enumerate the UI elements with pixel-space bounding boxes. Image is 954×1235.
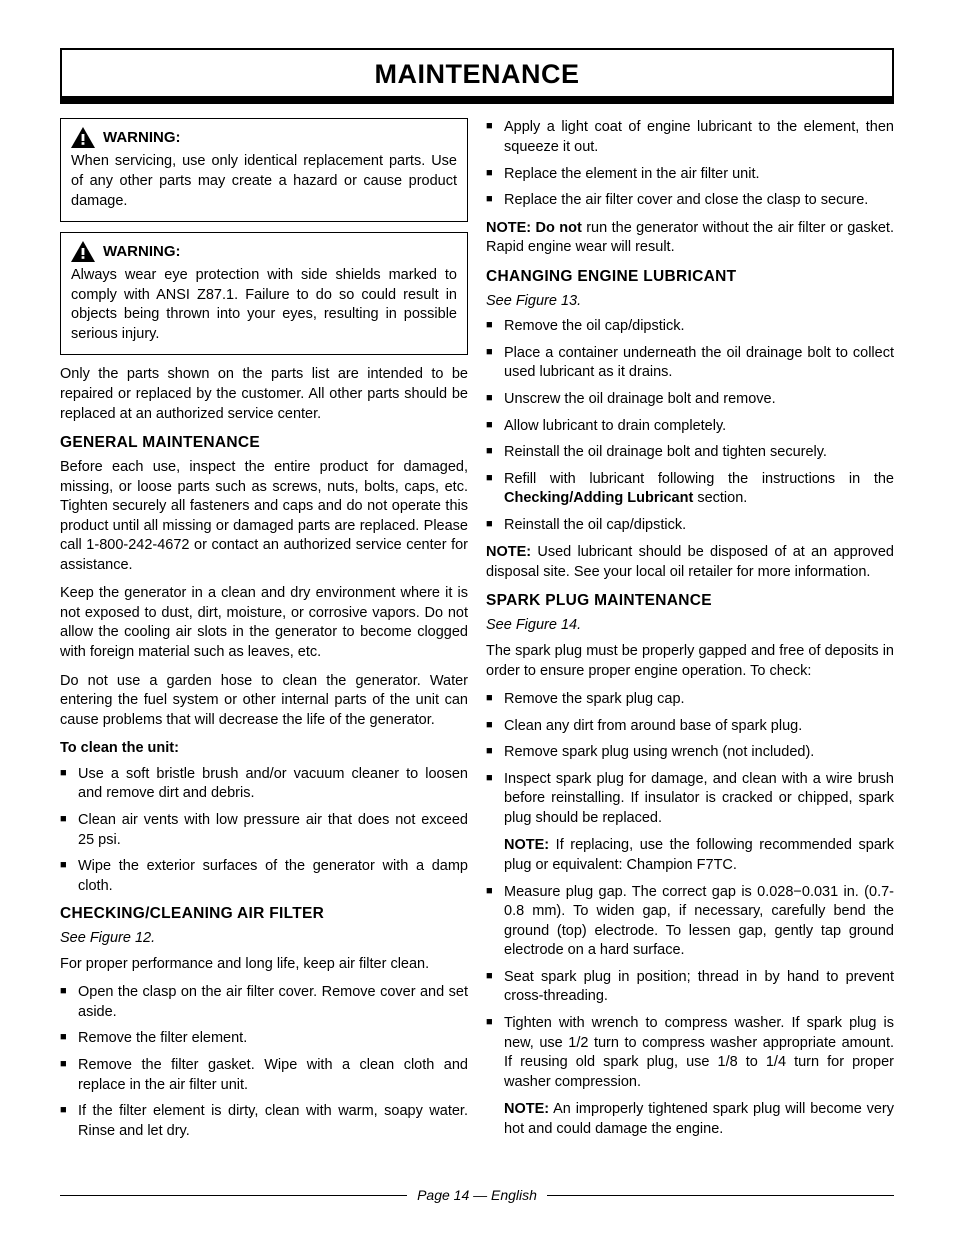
figure-reference: See Figure 12. bbox=[60, 929, 468, 949]
warning-icon bbox=[71, 127, 95, 148]
list-item: Unscrew the oil drainage bolt and remove… bbox=[486, 390, 894, 410]
spark-plug-list-2: Measure plug gap. The correct gap is 0.0… bbox=[486, 883, 894, 1093]
list-item: Remove the filter element. bbox=[60, 1029, 468, 1049]
warning-icon bbox=[71, 241, 95, 262]
list-item: Measure plug gap. The correct gap is 0.0… bbox=[486, 883, 894, 961]
list-item: Open the clasp on the air filter cover. … bbox=[60, 983, 468, 1022]
gm-paragraph-3: Do not use a garden hose to clean the ge… bbox=[60, 672, 468, 731]
list-text: section. bbox=[693, 490, 747, 506]
footer-line bbox=[547, 1195, 894, 1196]
right-column: Apply a light coat of engine lubricant t… bbox=[486, 118, 894, 1149]
list-text-bold: Checking/Adding Lubricant bbox=[504, 490, 693, 506]
gm-paragraph-2: Keep the generator in a clean and dry en… bbox=[60, 584, 468, 662]
page-title-box: MAINTENANCE bbox=[60, 48, 894, 104]
list-item: Reinstall the oil drainage bolt and tigh… bbox=[486, 443, 894, 463]
warning-text: Always wear eye protection with side shi… bbox=[71, 266, 457, 344]
air-filter-heading: CHECKING/CLEANING AIR FILTER bbox=[60, 904, 468, 925]
clean-unit-list: Use a soft bristle brush and/or vacuum c… bbox=[60, 765, 468, 896]
list-item: Reinstall the oil cap/dipstick. bbox=[486, 516, 894, 536]
list-item: Remove the spark plug cap. bbox=[486, 690, 894, 710]
note-text: Used lubricant should be disposed of at … bbox=[486, 544, 894, 580]
warning-header: WARNING: bbox=[71, 241, 457, 262]
list-item: Clean air vents with low pressure air th… bbox=[60, 811, 468, 850]
list-item: Allow lubricant to drain completely. bbox=[486, 417, 894, 437]
list-item: Remove the filter gasket. Wipe with a cl… bbox=[60, 1056, 468, 1095]
note-label: NOTE: bbox=[504, 1101, 549, 1117]
warning-box-1: WARNING: When servicing, use only identi… bbox=[60, 118, 468, 222]
intro-text: Only the parts shown on the parts list a… bbox=[60, 365, 468, 424]
figure-reference: See Figure 13. bbox=[486, 292, 894, 312]
list-item: Clean any dirt from around base of spark… bbox=[486, 717, 894, 737]
changing-lubricant-heading: CHANGING ENGINE LUBRICANT bbox=[486, 267, 894, 288]
list-item: Tighten with wrench to compress washer. … bbox=[486, 1014, 894, 1092]
spark-plug-note-1: NOTE: If replacing, use the following re… bbox=[486, 836, 894, 875]
air-filter-intro: For proper performance and long life, ke… bbox=[60, 955, 468, 975]
note-text: An improperly tightened spark plug will … bbox=[504, 1101, 894, 1137]
list-item: Inspect spark plug for damage, and clean… bbox=[486, 770, 894, 829]
warning-label: WARNING: bbox=[103, 242, 181, 262]
list-item: Place a container underneath the oil dra… bbox=[486, 344, 894, 383]
content-columns: WARNING: When servicing, use only identi… bbox=[60, 118, 894, 1149]
air-filter-note: NOTE: Do not run the generator without t… bbox=[486, 219, 894, 258]
clean-unit-label: To clean the unit: bbox=[60, 739, 468, 759]
spark-plug-heading: SPARK PLUG MAINTENANCE bbox=[486, 591, 894, 612]
left-column: WARNING: When servicing, use only identi… bbox=[60, 118, 468, 1149]
list-item: Remove spark plug using wrench (not incl… bbox=[486, 743, 894, 763]
spark-plug-note-2: NOTE: An improperly tightened spark plug… bbox=[486, 1100, 894, 1139]
list-item: Apply a light coat of engine lubricant t… bbox=[486, 118, 894, 157]
lubricant-note: NOTE: Used lubricant should be disposed … bbox=[486, 543, 894, 582]
figure-reference: See Figure 14. bbox=[486, 616, 894, 636]
note-text: If replacing, use the following recommen… bbox=[504, 837, 894, 873]
list-item: Refill with lubricant following the inst… bbox=[486, 470, 894, 509]
gm-paragraph-1: Before each use, inspect the entire prod… bbox=[60, 458, 468, 575]
footer-line bbox=[60, 1195, 407, 1196]
list-item: Seat spark plug in position; thread in b… bbox=[486, 968, 894, 1007]
footer-text: Page 14 — English bbox=[417, 1186, 537, 1205]
spark-plug-list: Remove the spark plug cap. Clean any dir… bbox=[486, 690, 894, 828]
warning-box-2: WARNING: Always wear eye protection with… bbox=[60, 232, 468, 355]
list-item: Remove the oil cap/dipstick. bbox=[486, 317, 894, 337]
list-item: Use a soft bristle brush and/or vacuum c… bbox=[60, 765, 468, 804]
page-footer: Page 14 — English bbox=[60, 1186, 894, 1205]
page-title: MAINTENANCE bbox=[62, 56, 892, 92]
list-item: Replace the air filter cover and close t… bbox=[486, 191, 894, 211]
list-item: Wipe the exterior surfaces of the genera… bbox=[60, 857, 468, 896]
general-maintenance-heading: GENERAL MAINTENANCE bbox=[60, 433, 468, 454]
air-filter-list-continued: Apply a light coat of engine lubricant t… bbox=[486, 118, 894, 210]
warning-text: When servicing, use only identical repla… bbox=[71, 152, 457, 211]
warning-header: WARNING: bbox=[71, 127, 457, 148]
list-item: Replace the element in the air filter un… bbox=[486, 165, 894, 185]
lubricant-list: Remove the oil cap/dipstick. Place a con… bbox=[486, 317, 894, 535]
spark-plug-intro: The spark plug must be properly gapped a… bbox=[486, 642, 894, 681]
note-label: NOTE: bbox=[486, 544, 531, 560]
list-item: If the filter element is dirty, clean wi… bbox=[60, 1102, 468, 1141]
note-label: NOTE: Do not bbox=[486, 220, 582, 236]
note-label: NOTE: bbox=[504, 837, 549, 853]
warning-label: WARNING: bbox=[103, 128, 181, 148]
air-filter-list: Open the clasp on the air filter cover. … bbox=[60, 983, 468, 1141]
list-text: Refill with lubricant following the inst… bbox=[504, 471, 894, 487]
